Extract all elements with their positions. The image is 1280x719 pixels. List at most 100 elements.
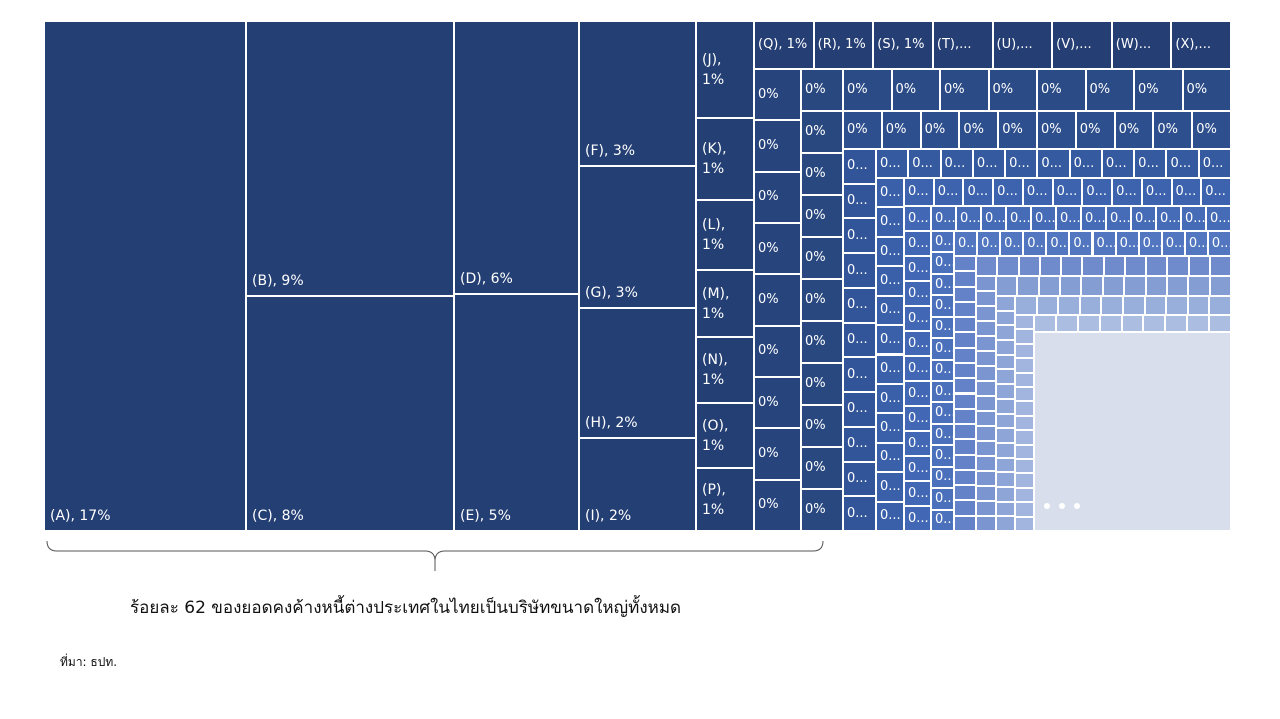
tile: 0... xyxy=(932,446,953,466)
tile: 0... xyxy=(877,443,903,472)
tile: 0... xyxy=(934,179,963,205)
tile: (A), 17% xyxy=(45,22,245,530)
tile xyxy=(997,370,1014,384)
tile: 0... xyxy=(1185,232,1207,255)
tile xyxy=(1146,277,1166,295)
tile: 0... xyxy=(877,267,903,295)
tile xyxy=(997,458,1014,472)
tile: 0% xyxy=(999,112,1036,148)
tile xyxy=(955,318,975,332)
tile: 0% xyxy=(802,448,842,488)
tile xyxy=(1059,297,1079,314)
tile: 0% xyxy=(802,364,842,404)
tile: 0... xyxy=(1162,232,1184,255)
tile: 0% xyxy=(1135,70,1182,110)
tile: (H), 2% xyxy=(580,309,695,437)
tile: (D), 6% xyxy=(455,22,578,293)
tile: 0% xyxy=(755,429,800,479)
tile xyxy=(977,352,995,365)
tile xyxy=(1016,416,1033,430)
tile xyxy=(977,322,995,335)
tile: 0... xyxy=(978,232,1000,255)
tile xyxy=(1104,257,1124,275)
tile: 0... xyxy=(932,424,953,445)
caption: ร้อยละ 62 ของยอดคงค้างหนี้ต่างประเทศในไท… xyxy=(130,598,682,618)
tile: 0% xyxy=(802,406,842,446)
tile: 0% xyxy=(802,112,842,152)
tile: 0... xyxy=(844,288,875,322)
tile: (F), 3% xyxy=(580,22,695,165)
tile: 0... xyxy=(1024,232,1046,255)
tile: 0... xyxy=(1139,232,1161,255)
tile xyxy=(955,486,975,500)
tile: 0% xyxy=(1038,112,1075,148)
tile: 0... xyxy=(877,384,903,413)
tile: 0% xyxy=(844,112,881,148)
tile xyxy=(955,333,975,347)
tile: 0... xyxy=(982,207,1005,230)
tile: 0... xyxy=(1182,207,1205,230)
tile: 0... xyxy=(1006,150,1037,177)
tile xyxy=(1016,316,1033,329)
tile: (T),... xyxy=(933,22,992,68)
tile: 0% xyxy=(1115,112,1153,148)
tile: 0% xyxy=(755,172,800,222)
tile xyxy=(997,399,1014,413)
tile xyxy=(977,487,995,500)
tile: 0... xyxy=(844,219,875,253)
tile xyxy=(1210,257,1230,275)
tile: 0% xyxy=(802,196,842,236)
tile xyxy=(997,341,1014,354)
tile: 0% xyxy=(755,121,800,171)
tile: 0... xyxy=(877,208,903,236)
tile: (G), 3% xyxy=(580,167,695,307)
tile xyxy=(955,348,975,362)
tile xyxy=(977,427,995,440)
tile: 0... xyxy=(932,360,953,380)
tile xyxy=(977,457,995,470)
tile xyxy=(997,473,1014,486)
tile: 0% xyxy=(989,70,1036,110)
tile xyxy=(1016,488,1033,502)
tile xyxy=(1080,297,1101,314)
tile: 0% xyxy=(802,280,842,320)
tile: (K), 1% xyxy=(697,119,753,199)
tile: 0... xyxy=(909,150,940,177)
tile: 0... xyxy=(1001,232,1023,255)
tile: 0... xyxy=(1070,150,1101,177)
tile xyxy=(1167,277,1188,295)
tile: 0... xyxy=(1142,179,1171,205)
tile xyxy=(977,517,995,530)
tile: 0... xyxy=(905,357,930,380)
tile xyxy=(1018,277,1038,295)
tile: 0... xyxy=(877,326,903,354)
tile xyxy=(997,487,1014,501)
tile: 0% xyxy=(941,70,988,110)
tile: (I), 2% xyxy=(580,439,695,530)
tile: 0... xyxy=(844,358,875,392)
tile: 0... xyxy=(905,232,930,255)
tile xyxy=(1168,257,1188,275)
tile: 0... xyxy=(877,150,908,177)
tile: 0... xyxy=(1032,207,1055,230)
tile: (U),... xyxy=(993,22,1052,68)
tile xyxy=(1016,402,1033,415)
tile: 0... xyxy=(905,482,930,505)
tile: (C), 8% xyxy=(247,297,453,530)
tile: 0... xyxy=(932,489,953,509)
tile xyxy=(1035,316,1055,331)
tile: 0... xyxy=(1167,150,1198,177)
tile: 0... xyxy=(1070,232,1092,255)
tile: 0... xyxy=(905,179,933,205)
tile xyxy=(997,277,1017,295)
tile: 0... xyxy=(964,179,993,205)
tile: 0... xyxy=(1047,232,1069,255)
tile xyxy=(1166,316,1187,331)
tile: 0... xyxy=(877,179,903,207)
tile xyxy=(1019,257,1039,275)
tile xyxy=(1188,316,1209,331)
tile: 0... xyxy=(905,307,930,330)
tile xyxy=(1125,257,1145,275)
tile xyxy=(955,440,975,454)
tile: 0... xyxy=(905,457,930,480)
